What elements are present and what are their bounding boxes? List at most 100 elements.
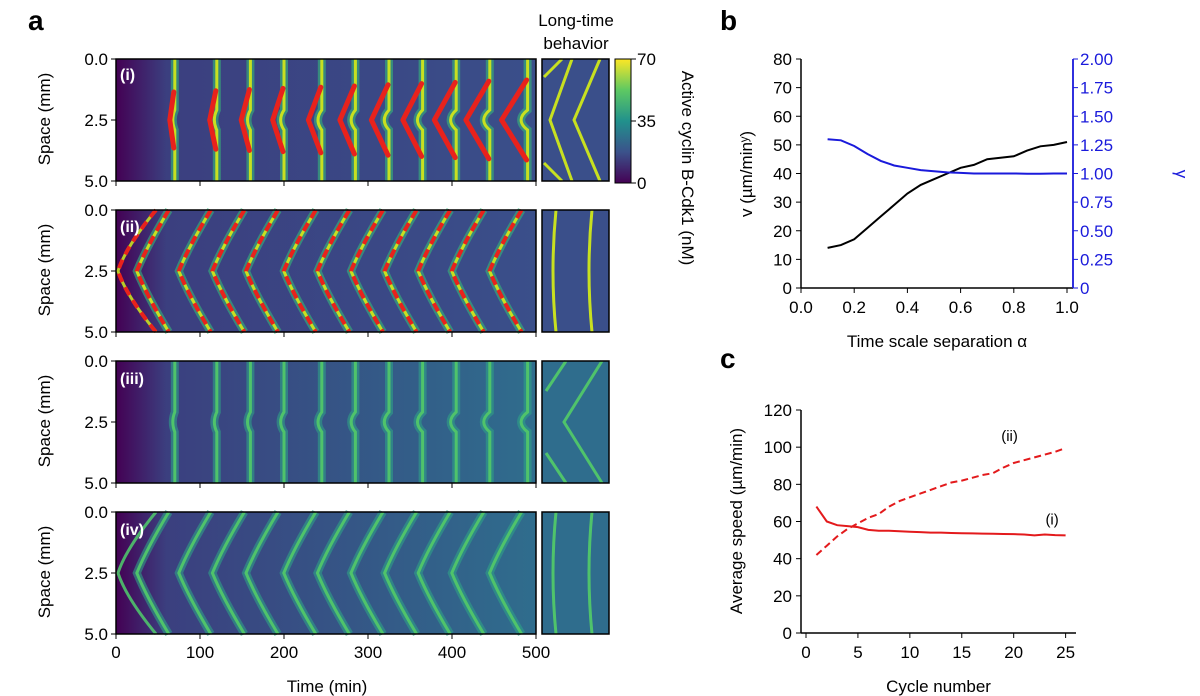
b-ylabel-right: γ: [1172, 170, 1191, 179]
ytick-label: 0.0: [84, 201, 108, 220]
b-ytick-left-label: 0: [783, 279, 792, 298]
wave-front: [382, 59, 391, 181]
c-xtick-label: 20: [1004, 643, 1023, 662]
b-ytick-left-label: 30: [773, 193, 792, 212]
wave-front: [177, 511, 213, 635]
wave-front: [487, 511, 523, 635]
ytick-label: 5.0: [84, 172, 108, 191]
c-annotation-i: (i): [1045, 512, 1058, 529]
longtime-wave: [544, 360, 568, 392]
wave-front: [279, 361, 286, 483]
red-wave-trace: [368, 82, 391, 158]
wave-front: [212, 59, 219, 181]
wave-front: [116, 511, 158, 635]
wave-front: [349, 361, 357, 483]
longtime-wave: [572, 58, 602, 182]
b-ytick-left-label: 20: [773, 222, 792, 241]
kymograph-main-4: [115, 509, 537, 637]
b-xtick-label: 0.0: [789, 298, 813, 317]
b-ytick-right-label: 1.75: [1080, 79, 1113, 98]
row-label-4: (iv): [120, 522, 144, 539]
red-wave-trace: [463, 78, 492, 162]
ylabel-row-1: Space (mm): [35, 73, 54, 166]
wave-front: [450, 511, 486, 635]
b-ytick-right-label: 0.25: [1080, 250, 1113, 269]
c-ytick-label: 120: [764, 401, 792, 420]
wave-front: [210, 511, 246, 635]
c-ytick-label: 100: [764, 438, 792, 457]
longtime-wave: [562, 360, 604, 484]
kymograph-longtime-2: [541, 209, 610, 333]
wave-front: [415, 59, 425, 181]
longtime-wave: [587, 511, 594, 635]
ytick-label: 2.5: [84, 111, 108, 130]
red-wave-trace: [431, 79, 458, 161]
wave-front: [349, 59, 357, 181]
wave-front: [212, 361, 219, 483]
kymograph-row-1: (i) Space (mm): [35, 57, 610, 183]
wave-front: [116, 209, 158, 333]
long-time-header-line1: Long-time: [538, 11, 614, 30]
b-ytick-right-label: 1.50: [1080, 107, 1113, 126]
red-dashed-trace: [416, 208, 452, 334]
red-wave-trace: [167, 89, 177, 151]
panel-a-xaxis: 0 100 200 300 400 500: [111, 181, 550, 662]
b-ylabel-left: v (µm/minʸ): [737, 131, 756, 217]
b-ytick-right-label: 1.00: [1080, 165, 1113, 184]
b-ytick-left-label: 10: [773, 250, 792, 269]
wave-front: [349, 511, 385, 635]
kymograph-row-3: (iii) Space (mm): [35, 360, 610, 484]
b-ytick-left-label: 80: [773, 50, 792, 69]
ytick-label: 2.5: [84, 262, 108, 281]
b-xlabel: Time scale separation α: [847, 332, 1027, 351]
b-ytick-right-label: 1.25: [1080, 136, 1113, 155]
c-xtick-label: 0: [801, 643, 810, 662]
c-annotation-ii: (ii): [1001, 428, 1018, 445]
b-xtick-label: 0.6: [949, 298, 973, 317]
wave-front: [171, 59, 177, 181]
colorbar: 70 35 0 Active cyclin B-Cdk1 (nM): [614, 50, 697, 265]
kymograph-background: [116, 512, 536, 634]
wave-front: [244, 511, 280, 635]
red-wave-trace: [207, 88, 219, 152]
ytick-label: 5.0: [84, 474, 108, 493]
c-ytick-label: 40: [773, 550, 792, 569]
red-wave-trace: [499, 77, 530, 163]
red-dashed-trace: [315, 208, 352, 334]
wave-front: [415, 361, 425, 483]
ylabel-row-3: Space (mm): [35, 375, 54, 468]
longtime-frame: [541, 360, 610, 484]
b-ytick-right-label: 0.50: [1080, 222, 1113, 241]
longtime-wave: [587, 209, 594, 333]
kymograph-main-1: [115, 58, 537, 182]
c-ylabel: Average speed (µm/min): [727, 428, 746, 614]
long-time-header-line2: behavior: [543, 34, 609, 53]
b-ytick-right-label: 0: [1080, 279, 1089, 298]
c-xtick-label: 25: [1056, 643, 1075, 662]
wave-front: [482, 59, 492, 181]
red-dashed-trace: [281, 208, 318, 334]
longtime-frame: [541, 209, 610, 333]
b-xtick-label: 0.4: [896, 298, 920, 317]
xtick-label: 300: [354, 643, 382, 662]
longtime-frame: [541, 511, 610, 635]
longtime-wave: [551, 511, 558, 635]
colorbar-gradient: [614, 58, 632, 184]
row-label-2: (ii): [120, 219, 140, 236]
wave-front: [316, 361, 324, 483]
red-wave-trace: [270, 85, 286, 155]
xtick-label: 200: [270, 643, 298, 662]
wave-front: [449, 59, 458, 181]
c-series-i: [815, 506, 1066, 537]
longtime-wave: [548, 58, 574, 182]
b-xtick-label: 0.2: [842, 298, 866, 317]
b-series-v: [827, 141, 1068, 249]
panel-a-xlabel: Time (min): [287, 677, 368, 696]
b-ytick-left-label: 50: [773, 136, 792, 155]
colorbar-ticklabel-70: 70: [637, 50, 656, 69]
ytick-label: 0.0: [84, 503, 108, 522]
c-ytick-label: 60: [773, 513, 792, 532]
b-xtick-label: 1.0: [1055, 298, 1079, 317]
kymograph-row-2: (ii) Space (mm): [35, 207, 610, 335]
